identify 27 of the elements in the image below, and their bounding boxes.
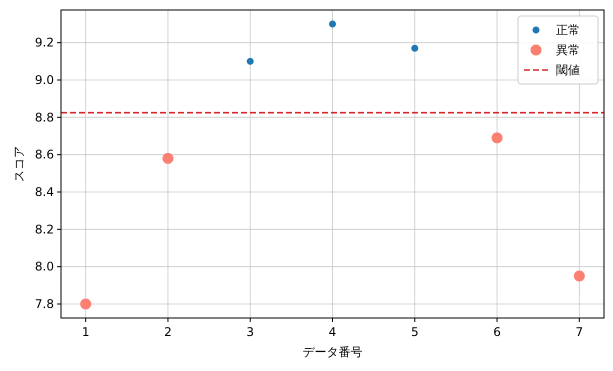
x-tick-label: 6: [493, 325, 501, 339]
point: [574, 270, 585, 282]
y-tick-label: 8.4: [34, 185, 54, 199]
y-tick-label: 7.8: [34, 297, 54, 311]
x-tick-label: 7: [576, 325, 584, 339]
x-tick-label: 5: [410, 325, 419, 339]
y-tick-label: 9.2: [34, 36, 54, 50]
x-tick-label: 1: [82, 325, 90, 339]
point: [329, 20, 336, 28]
y-axis-title: スコア: [12, 146, 26, 182]
y-tick-label: 8.8: [34, 110, 54, 124]
point: [162, 152, 174, 164]
x-tick-label: 4: [328, 325, 336, 339]
legend-label: 閾値: [556, 63, 580, 77]
y-tick-label: 8.6: [34, 148, 54, 162]
point: [411, 44, 418, 52]
legend-label: 正常: [556, 23, 580, 37]
y-tick-label: 8.2: [34, 222, 54, 236]
legend-label: 異常: [556, 43, 580, 57]
x-tick-label: 2: [164, 325, 172, 339]
y-tick-label: 8.0: [34, 260, 54, 274]
point: [80, 298, 92, 310]
point: [492, 132, 503, 144]
x-axis-title: データ番号: [302, 345, 362, 359]
y-tick-label: 9.0: [34, 73, 54, 87]
point: [246, 58, 254, 65]
x-tick-label: 3: [246, 325, 254, 339]
